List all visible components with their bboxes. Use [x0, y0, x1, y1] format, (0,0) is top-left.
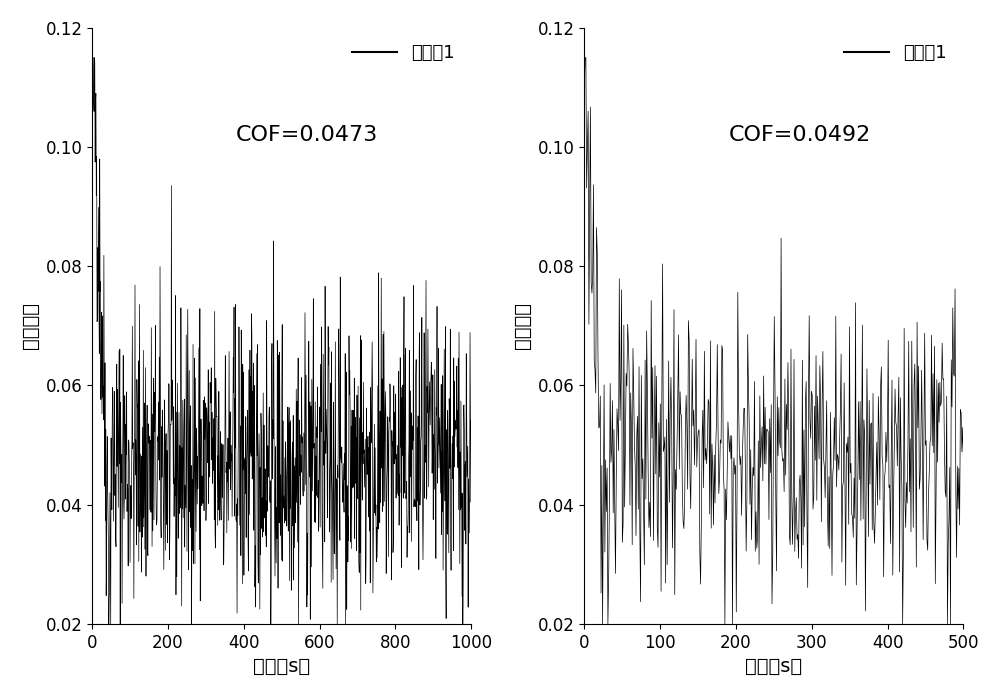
Legend: 对比例1: 对比例1 [837, 37, 954, 69]
Y-axis label: 摩擦系数: 摩擦系数 [513, 302, 532, 349]
Text: COF=0.0492: COF=0.0492 [728, 125, 871, 145]
Legend: 实施例1: 实施例1 [344, 37, 462, 69]
X-axis label: 时间（s）: 时间（s） [745, 657, 802, 676]
X-axis label: 时间（s）: 时间（s） [253, 657, 310, 676]
Text: COF=0.0473: COF=0.0473 [236, 125, 378, 145]
Y-axis label: 摩擦系数: 摩擦系数 [21, 302, 40, 349]
